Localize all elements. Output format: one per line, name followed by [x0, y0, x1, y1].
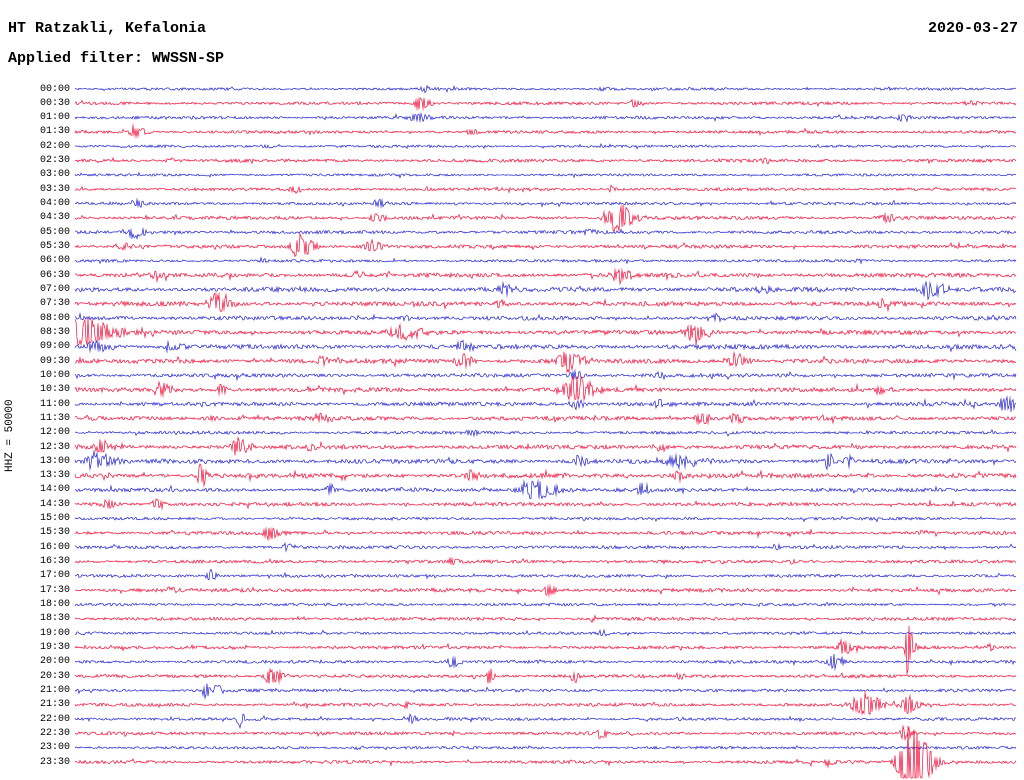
helicorder-page: HT Ratzakli, Kefalonia 2020-03-27 Applie… [0, 0, 1024, 780]
seismogram-trace-canvas [0, 0, 1024, 780]
